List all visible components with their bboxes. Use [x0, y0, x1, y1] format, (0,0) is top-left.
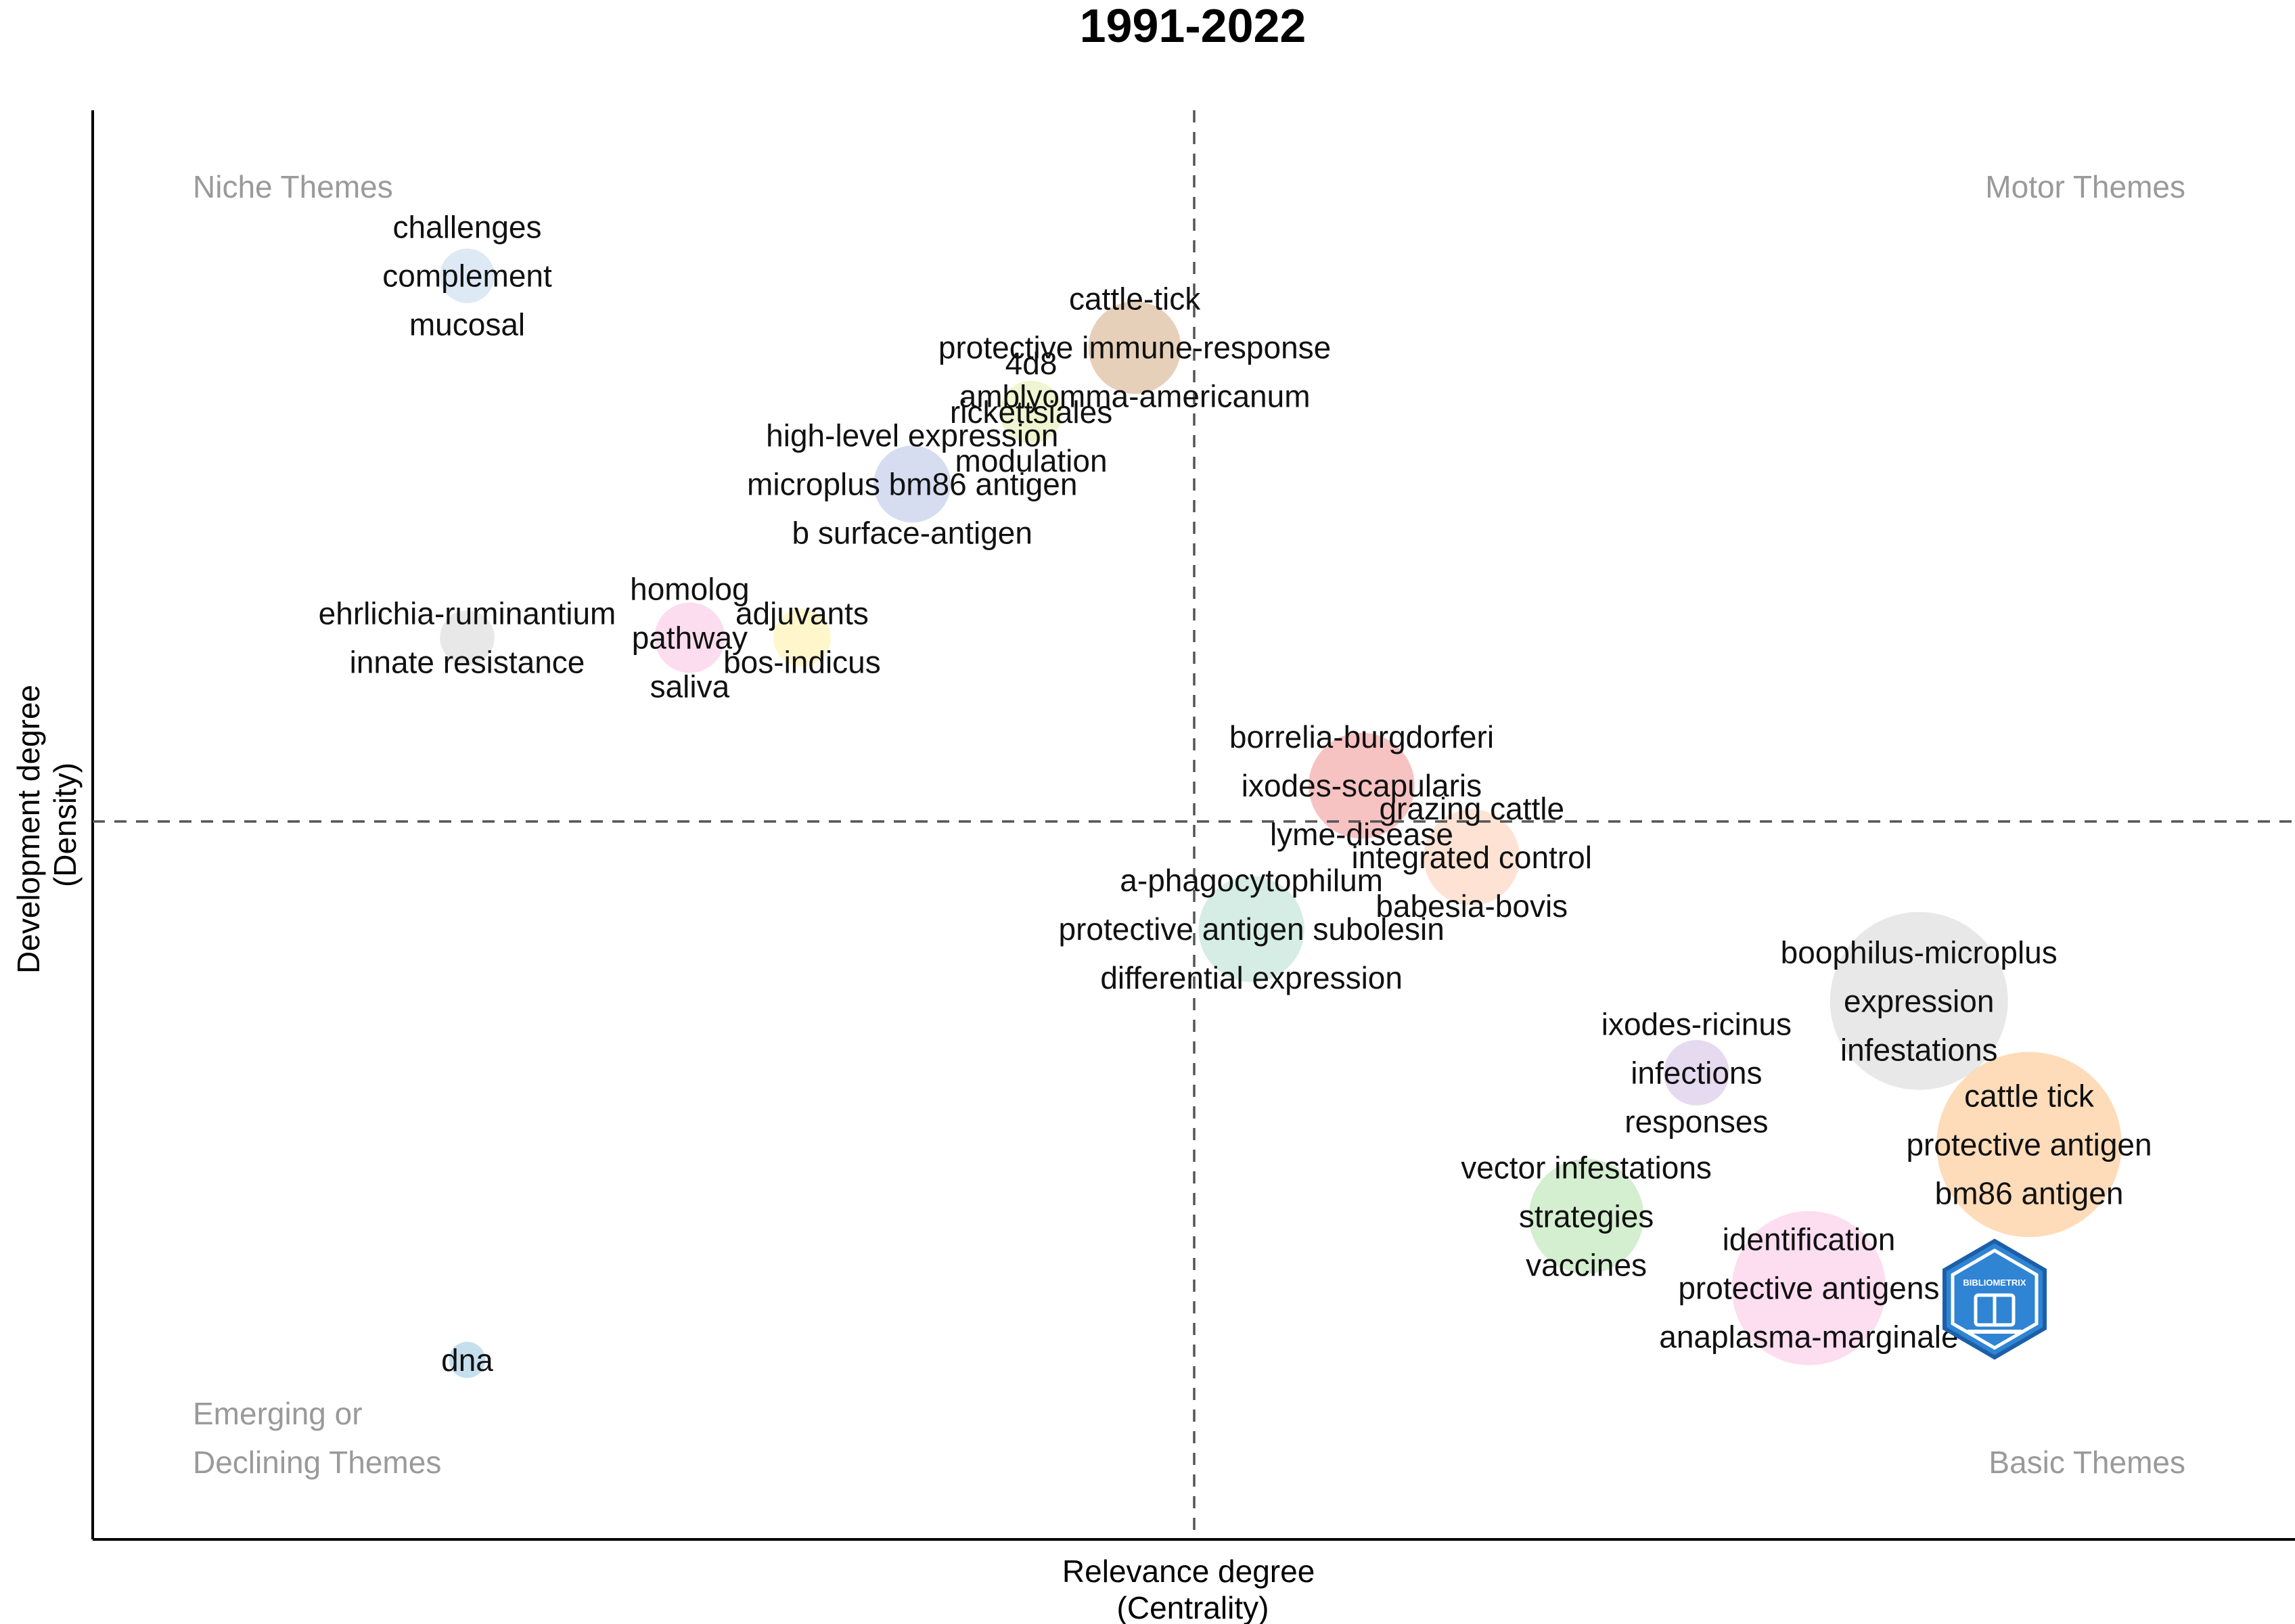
cluster-bubble-13 [1936, 1052, 2122, 1238]
cluster-11-word-1: boophilus-microplus [1781, 934, 2058, 970]
cluster-1-word-1: challenges [393, 210, 542, 245]
quadrant-label-emerging: Emerging or Declining Themes [193, 1396, 441, 1480]
cluster-2-word-2: protective immune-response [938, 330, 1331, 365]
cluster-9-word-2: integrated control [1352, 840, 1592, 875]
cluster-bubble-1 [440, 248, 495, 303]
cluster-5-word-1: ehrlichia-ruminantium [319, 595, 616, 631]
cluster-10-word-1: a-phagocytophilum [1120, 863, 1383, 898]
cluster-1-word-3: mucosal [409, 307, 525, 342]
quadrant-label-motor: Motor Themes [1985, 169, 2185, 204]
cluster-bubble-10 [1198, 876, 1304, 983]
cluster-12-word-2: infections [1631, 1055, 1762, 1090]
cluster-15-word-3: anaplasma-marginale [1659, 1320, 1958, 1355]
cluster-2-word-1: cattle-tick [1069, 281, 1201, 317]
cluster-bubble-5 [440, 610, 495, 665]
x-axis-label: Relevance degree (Centrality) [1062, 1554, 1323, 1624]
quadrant-label-niche: Niche Themes [193, 169, 393, 204]
cluster-7-word-1: adjuvants [735, 595, 869, 631]
cluster-12-word-1: ixodes-ricinus [1601, 1006, 1792, 1041]
cluster-11-word-3: infestations [1840, 1032, 1998, 1067]
cluster-bubble-15 [1731, 1211, 1886, 1366]
cluster-bubble-2 [1088, 301, 1181, 394]
cluster-15-word-2: protective antigens [1678, 1271, 1939, 1306]
bibliometrix-logo: BIBLIOMETRIX [1942, 1238, 2047, 1360]
cluster-bubble-11 [1830, 911, 2008, 1090]
cluster-9-word-1: grazing cattle [1379, 791, 1564, 826]
cluster-bubble-9 [1424, 809, 1520, 906]
cluster-9-word-3: babesia-bovis [1376, 888, 1568, 924]
cluster-16-word-1: dna [441, 1343, 493, 1378]
cluster-10-word-2: protective antigen subolesin [1059, 911, 1445, 947]
quadrant-label-basic: Basic Themes [1989, 1445, 2185, 1480]
cluster-2-word-3: amblyomma-americanum [959, 379, 1311, 414]
labels-layer: challenges complement mucosal cattle-tick pr… [319, 210, 2152, 1378]
bubbles-layer [440, 248, 2122, 1378]
cluster-7-word-2: bos-indicus [723, 644, 881, 679]
cluster-6-word-2: pathway [632, 620, 748, 655]
cluster-bubble-12 [1663, 1039, 1729, 1106]
cluster-12-word-3: responses [1624, 1104, 1768, 1139]
cluster-1-word-2: complement [382, 258, 552, 294]
cluster-4-word-1: high-level expression [766, 418, 1058, 453]
cluster-6-word-1: homolog [630, 571, 749, 606]
cluster-14-word-2: strategies [1519, 1199, 1654, 1234]
cluster-bubble-3 [999, 380, 1063, 444]
cluster-13-word-2: protective antigen [1906, 1127, 2152, 1162]
cluster-4-word-2: microplus bm86 antigen [747, 466, 1077, 501]
cluster-11-word-2: expression [1844, 983, 1994, 1018]
cluster-8-word-1: borrelia-burgdorferi [1229, 719, 1494, 754]
cluster-13-word-1: cattle tick [1964, 1078, 2095, 1113]
cluster-bubble-16 [449, 1341, 486, 1378]
logo-hexagon-inner [1951, 1248, 2039, 1350]
cluster-3-word-2: rickettsiales [950, 394, 1112, 430]
cluster-14-word-1: vector infestations [1461, 1150, 1712, 1186]
cluster-3-word-1: 4d8 [1005, 346, 1058, 381]
cluster-6-word-3: saliva [650, 669, 730, 704]
cluster-bubble-6 [654, 602, 725, 673]
cluster-bubble-7 [773, 608, 831, 667]
cluster-5-word-2: innate resistance [350, 644, 585, 679]
cluster-bubble-4 [873, 445, 951, 523]
cluster-13-word-3: bm86 antigen [1935, 1175, 2124, 1211]
cluster-bubble-8 [1309, 732, 1415, 839]
cluster-4-word-3: b surface-antigen [792, 515, 1032, 550]
cluster-8-word-3: lyme-disease [1270, 817, 1453, 852]
cluster-14-word-3: vaccines [1526, 1248, 1647, 1283]
cluster-15-word-1: identification [1723, 1222, 1896, 1257]
y-axis-label: Development degree (Density) [11, 676, 83, 974]
chart-title: 1991-2022 [1080, 0, 1306, 52]
cluster-3-word-3: modulation [955, 443, 1108, 478]
logo-text: BIBLIOMETRIX [1963, 1278, 2026, 1288]
cluster-bubble-14 [1528, 1158, 1644, 1274]
cluster-10-word-3: differential expression [1100, 960, 1403, 995]
cluster-8-word-2: ixodes-scapularis [1242, 768, 1482, 803]
